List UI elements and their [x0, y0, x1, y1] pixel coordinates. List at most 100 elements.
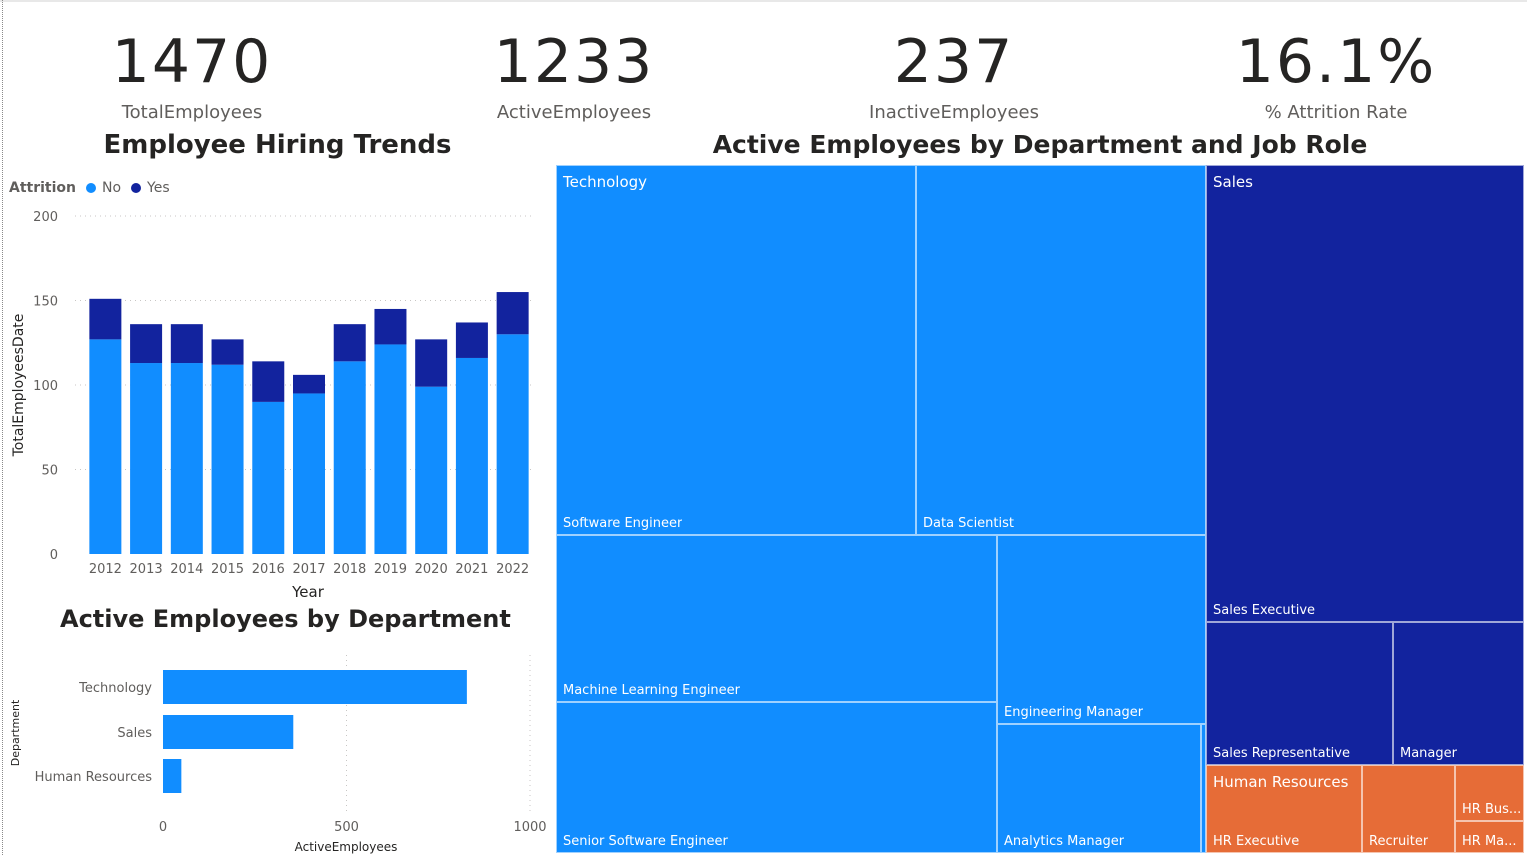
- y-tick-label: Technology: [78, 681, 152, 696]
- treemap-tile-data-scientist[interactable]: Data Scientist: [916, 165, 1206, 535]
- kpi-label: TotalEmployees: [121, 102, 263, 123]
- x-tick-label: 0: [159, 820, 167, 835]
- hiring-trends-title: Employee Hiring Trends: [103, 130, 452, 160]
- bar-no-2017[interactable]: [293, 393, 325, 554]
- bar-yes-2014[interactable]: [170, 324, 203, 364]
- treemap-tile-label: Senior Software Engineer: [563, 834, 728, 849]
- frame-left-border: [2, 0, 3, 855]
- legend-no-label[interactable]: No: [102, 180, 122, 196]
- treemap-tile-label: Software Engineer: [563, 516, 683, 531]
- treemap-tile-label: Data Scientist: [923, 516, 1014, 531]
- treemap-tile-label: Analytics Manager: [1004, 834, 1125, 849]
- treemap-tile-small-technology[interactable]: [1201, 724, 1206, 853]
- department-chart-title: Active Employees by Department: [60, 605, 511, 633]
- kpi-active-employees[interactable]: 1233 ActiveEmployees: [424, 28, 724, 123]
- treemap-tile-label: Machine Learning Engineer: [563, 683, 741, 698]
- treemap-tile-hr-business-partner[interactable]: HR Bus...: [1455, 765, 1524, 821]
- kpi-value: 1470: [111, 27, 273, 97]
- kpi-label: ActiveEmployees: [496, 102, 652, 123]
- bar-no-2020[interactable]: [415, 386, 448, 554]
- bar-yes-2013[interactable]: [130, 324, 163, 364]
- bar-no-2021[interactable]: [455, 357, 488, 554]
- treemap-tile-senior-software-engineer[interactable]: Senior Software Engineer: [556, 702, 997, 853]
- bar-yes-2015[interactable]: [211, 339, 244, 365]
- bar-no-2019[interactable]: [374, 344, 407, 554]
- y-tick-label: 150: [33, 295, 58, 310]
- x-axis-title: ActiveEmployees: [295, 840, 398, 854]
- y-axis-title: TotalEmployeesDate: [11, 314, 27, 458]
- bar-yes-2020[interactable]: [415, 339, 448, 387]
- treemap-tile-engineering-manager[interactable]: Engineering Manager: [997, 535, 1206, 724]
- x-tick-label: 2017: [292, 562, 325, 577]
- bar-yes-2021[interactable]: [455, 322, 488, 358]
- legend-title: Attrition: [9, 180, 76, 196]
- bar-sales[interactable]: [163, 715, 294, 749]
- treemap-tile-label: Sales Representative: [1213, 746, 1350, 761]
- bar-yes-2019[interactable]: [374, 308, 407, 345]
- bar-no-2014[interactable]: [170, 363, 203, 554]
- bar-yes-2012[interactable]: [89, 298, 122, 340]
- treemap-tile-sales-representative[interactable]: Sales Representative: [1206, 622, 1393, 765]
- job-role-treemap[interactable]: Technology Software Engineer Data Scient…: [556, 165, 1524, 853]
- x-axis-title: Year: [291, 583, 325, 601]
- treemap-tile-machine-learning-engineer[interactable]: Machine Learning Engineer: [556, 535, 997, 702]
- department-bar-chart[interactable]: 0 500 1000 Technology Sales Human Resources Ac…: [0, 645, 552, 855]
- x-tick-label: 2019: [374, 562, 407, 577]
- hiring-trends-chart[interactable]: 0 50 100 150 200 2012 2013 2014 2015 2016 2017 2018…: [0, 195, 550, 610]
- bar-no-2015[interactable]: [211, 364, 244, 554]
- kpi-total-employees[interactable]: 1470 TotalEmployees: [42, 28, 342, 123]
- frame-top-border: [0, 0, 1527, 2]
- x-tick-label: 1000: [513, 820, 546, 835]
- x-tick-label: 2014: [170, 562, 203, 577]
- y-tick-label: 100: [33, 379, 58, 394]
- y-tick-label: Human Resources: [35, 770, 153, 785]
- y-axis-title: Department: [9, 699, 22, 766]
- x-tick-label: 500: [334, 820, 359, 835]
- x-tick-label: 2015: [211, 562, 244, 577]
- bar-yes-2018[interactable]: [333, 324, 366, 362]
- treemap-tile-sales-executive[interactable]: Sales Sales Executive: [1206, 165, 1524, 622]
- bar-technology[interactable]: [163, 670, 467, 704]
- y-tick-label: 0: [50, 548, 58, 563]
- treemap-group-label-technology: Technology: [563, 173, 648, 191]
- bar-no-2016[interactable]: [252, 401, 285, 554]
- treemap-tile-analytics-manager[interactable]: Analytics Manager: [997, 724, 1201, 853]
- treemap-tile-label: Recruiter: [1369, 834, 1429, 849]
- bar-no-2022[interactable]: [496, 334, 529, 554]
- kpi-value: 1233: [493, 27, 655, 97]
- x-tick-label: 2013: [130, 562, 163, 577]
- x-tick-label: 2020: [415, 562, 448, 577]
- treemap-tile-label: Engineering Manager: [1004, 705, 1144, 720]
- treemap-tile-label: HR Executive: [1213, 834, 1300, 849]
- treemap-tile-label: HR Ma...: [1462, 834, 1517, 849]
- bar-no-2013[interactable]: [130, 363, 163, 554]
- kpi-inactive-employees[interactable]: 237 InactiveEmployees: [804, 28, 1104, 123]
- kpi-label: InactiveEmployees: [869, 102, 1039, 123]
- treemap-tile-manager[interactable]: Manager: [1393, 622, 1524, 765]
- kpi-value: 16.1%: [1235, 27, 1437, 97]
- x-tick-label: 2021: [455, 562, 488, 577]
- kpi-label: % Attrition Rate: [1264, 102, 1408, 123]
- treemap-tile-hr-executive[interactable]: Human Resources HR Executive: [1206, 765, 1362, 853]
- treemap-group-label-sales: Sales: [1213, 173, 1253, 191]
- bar-yes-2022[interactable]: [496, 292, 529, 335]
- y-tick-label: Sales: [117, 726, 152, 741]
- treemap-tile-hr-manager[interactable]: HR Ma...: [1455, 821, 1524, 853]
- bar-human-resources[interactable]: [163, 759, 182, 793]
- treemap-tile-recruiter[interactable]: Recruiter: [1362, 765, 1455, 853]
- kpi-attrition-rate[interactable]: 16.1% % Attrition Rate: [1186, 28, 1486, 123]
- x-tick-label: 2012: [89, 562, 122, 577]
- treemap-tile-software-engineer[interactable]: Technology Software Engineer: [556, 165, 916, 535]
- bar-no-2012[interactable]: [89, 339, 122, 554]
- bar-no-2018[interactable]: [333, 361, 366, 554]
- legend-yes-dot: [131, 183, 142, 193]
- attrition-legend: Attrition No Yes: [9, 180, 170, 196]
- kpi-value: 237: [893, 27, 1015, 97]
- legend-yes-label[interactable]: Yes: [147, 180, 170, 196]
- bar-yes-2016[interactable]: [252, 361, 285, 402]
- y-tick-label: 200: [33, 210, 58, 225]
- x-tick-label: 2022: [496, 562, 529, 577]
- y-tick-label: 50: [41, 464, 58, 479]
- bar-yes-2017[interactable]: [293, 374, 325, 394]
- treemap-tile-label: Sales Executive: [1213, 603, 1316, 618]
